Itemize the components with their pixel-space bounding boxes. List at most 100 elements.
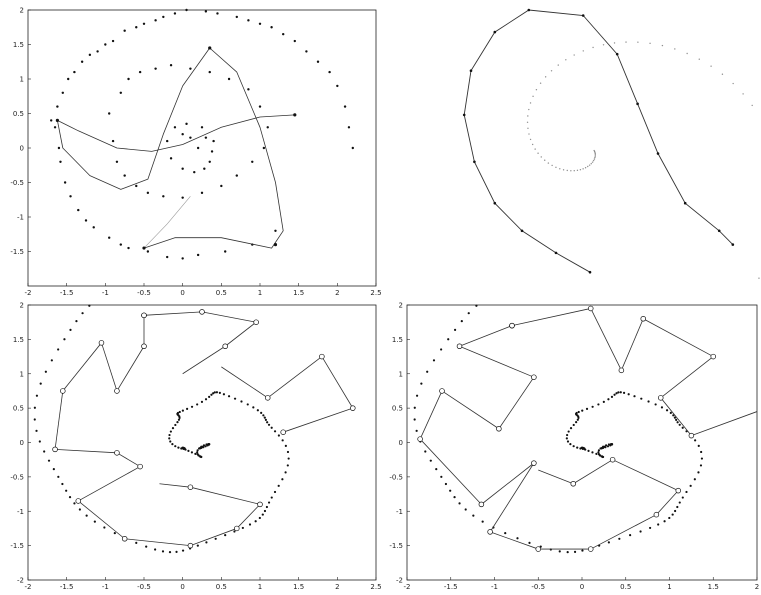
br-scatter-point: [660, 406, 664, 409]
br-scatter-point: [693, 478, 696, 481]
tl-scatter-point: [185, 122, 188, 126]
tr-scatter-point: [529, 138, 532, 141]
br-scatter-point: [447, 338, 450, 341]
br-segment: [621, 318, 644, 371]
bl-scatter-point: [33, 406, 36, 409]
tl-scatter-point: [59, 160, 62, 163]
bl-segment: [116, 346, 145, 392]
bl-scatter-point: [194, 452, 197, 455]
br-scatter-point: [569, 427, 573, 430]
tl-ytick-label: -1.5: [10, 248, 24, 256]
br-scatter-point: [602, 400, 605, 403]
br-vertex: [653, 511, 660, 518]
bl-scatter-point: [208, 395, 211, 398]
bl-scatter-point: [196, 451, 199, 454]
bl-xtick-label: 1.5: [293, 583, 304, 591]
tl-scatter-point: [154, 67, 157, 70]
tr-scatter-point: [555, 166, 557, 169]
bl-scatter-point: [233, 397, 237, 400]
tr-scatter-point: [526, 121, 529, 123]
br-vertex: [487, 529, 493, 535]
bl-scatter-point: [181, 549, 185, 552]
tr-scatter-point: [528, 133, 530, 135]
bl-scatter-point: [284, 444, 287, 447]
br-vertex: [531, 374, 537, 380]
bl-vertex: [114, 388, 120, 394]
panel-top-left: -2 -1.5 -1 -0.5 0 0.5 1 1.5 2 2.5 2 1.5 1 0.5 0 -0.5 -1 -…: [10, 7, 381, 298]
tr-scatter-point: [559, 168, 561, 170]
bl-scatter-point: [277, 484, 280, 487]
bl-scatter-point: [233, 530, 236, 533]
br-scatter-point: [591, 451, 594, 454]
br-segment: [511, 308, 591, 327]
bl-scatter-point: [248, 523, 252, 526]
bl-segment: [236, 504, 261, 529]
tl-scatter-point: [123, 174, 126, 177]
bl-scatter-point: [180, 447, 183, 450]
bl-scatter-point: [273, 490, 277, 494]
br-ytick-label: -1: [396, 508, 403, 516]
bl-vertex: [264, 395, 271, 401]
bl-scatter-point: [264, 418, 267, 421]
tr-vertex: [527, 8, 531, 12]
br-vertex: [587, 305, 594, 312]
tl-scatter-point: [262, 146, 266, 150]
bl-vertex: [280, 429, 286, 435]
br-segment: [590, 308, 622, 371]
bl-vertex: [75, 498, 82, 504]
tl-scatter-point: [336, 84, 339, 88]
tr-scatter-point: [537, 152, 539, 154]
tr-scatter-point: [751, 104, 753, 107]
br-segment: [489, 531, 539, 550]
br-vertex: [675, 487, 681, 494]
bl-segment: [221, 366, 268, 399]
br-scatter-point: [694, 439, 697, 442]
br-scatter-point: [581, 447, 584, 450]
bl-scatter-point: [171, 443, 174, 446]
br-vertex: [609, 456, 616, 463]
tr-scatter-point: [550, 70, 553, 72]
br-vertex: [456, 343, 463, 350]
bl-scatter-point: [254, 520, 257, 523]
bl-vertex: [137, 463, 143, 470]
br-xtick-label: -2: [404, 583, 411, 591]
tl-scatter-point: [247, 88, 250, 91]
tl-ytick-label: 0.5: [13, 110, 24, 118]
tr-scatter-point: [625, 41, 627, 43]
tl-frame: [27, 9, 377, 287]
bl-vertex: [187, 542, 194, 549]
bl-scatter-point: [190, 405, 194, 408]
tr-scatter-point: [573, 170, 575, 172]
tr-scatter-point: [534, 148, 536, 150]
tl-scatter-point: [154, 19, 157, 22]
br-scatter-point: [700, 457, 704, 460]
bl-xtick-label: -2: [25, 583, 32, 591]
br-vertex: [509, 322, 515, 329]
panel-top-right: [462, 8, 760, 279]
br-scatter-point: [569, 443, 572, 446]
tl-scatter-point: [181, 167, 184, 170]
br-scatter-point: [424, 450, 427, 453]
br-scatter-point: [566, 433, 569, 437]
tl-scatter-point: [119, 243, 123, 246]
tr-scatter-point: [686, 52, 688, 55]
tl-scatter-point: [220, 184, 223, 188]
bl-xtick-label: 1: [258, 583, 262, 591]
bl-scatter-point: [171, 427, 175, 430]
bl-scatter-point: [200, 400, 204, 403]
tl-scatter-point: [305, 50, 308, 53]
tl-scatter-point: [67, 77, 70, 81]
bl-vertex: [222, 343, 228, 350]
bl-scatter-point: [113, 532, 116, 535]
bl-segment: [321, 356, 354, 409]
bl-scatter-point: [196, 403, 199, 406]
bl-scatter-point: [202, 446, 205, 449]
tr-vertex: [554, 251, 558, 255]
tr-vertex: [731, 243, 735, 246]
bl-scatter-point: [281, 439, 284, 442]
bl-scatter-point: [214, 537, 217, 540]
tl-scatter-point: [162, 15, 165, 19]
tl-curve-node: [208, 46, 212, 50]
bl-ytick-label: 2: [20, 302, 24, 310]
bl-segment: [101, 342, 118, 392]
